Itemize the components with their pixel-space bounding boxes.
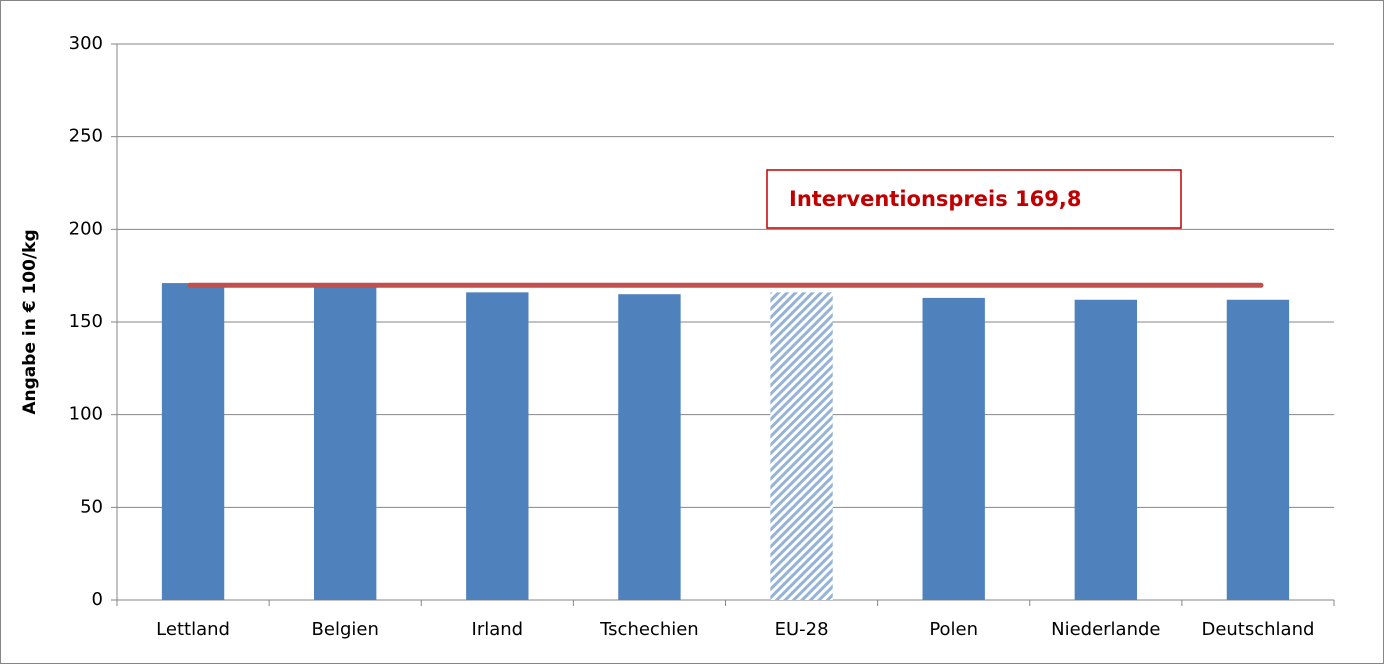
bar [314,286,377,600]
bar [161,283,225,600]
x-tick-label: Irland [472,619,524,640]
y-tick-label: 100 [69,404,103,425]
bar [466,292,529,600]
x-tick-label: EU-28 [775,619,829,640]
annotation-label: Interventionspreis 169,8 [789,187,1081,211]
x-tick-label: Deutschland [1201,619,1314,640]
y-tick-label: 150 [69,311,103,332]
y-tick-label: 250 [69,126,103,147]
x-tick-label: Tschechien [599,619,699,640]
annotation-box [766,169,1182,229]
y-tick-label: 200 [69,218,103,239]
y-tick-label: 0 [92,589,103,610]
x-tick-label: Niederlande [1051,619,1160,640]
y-tick-label: 50 [80,496,103,517]
x-tick-label: Polen [929,619,978,640]
bar [1074,299,1137,600]
y-axis-label: Angabe in € 100/kg [20,229,40,414]
bar [922,297,985,600]
bar [1226,299,1290,600]
x-tick-label: Belgien [312,619,379,640]
y-tick-label: 300 [69,33,103,54]
x-tick-label: Lettland [156,619,230,640]
bar [618,294,681,600]
bar [770,292,833,600]
